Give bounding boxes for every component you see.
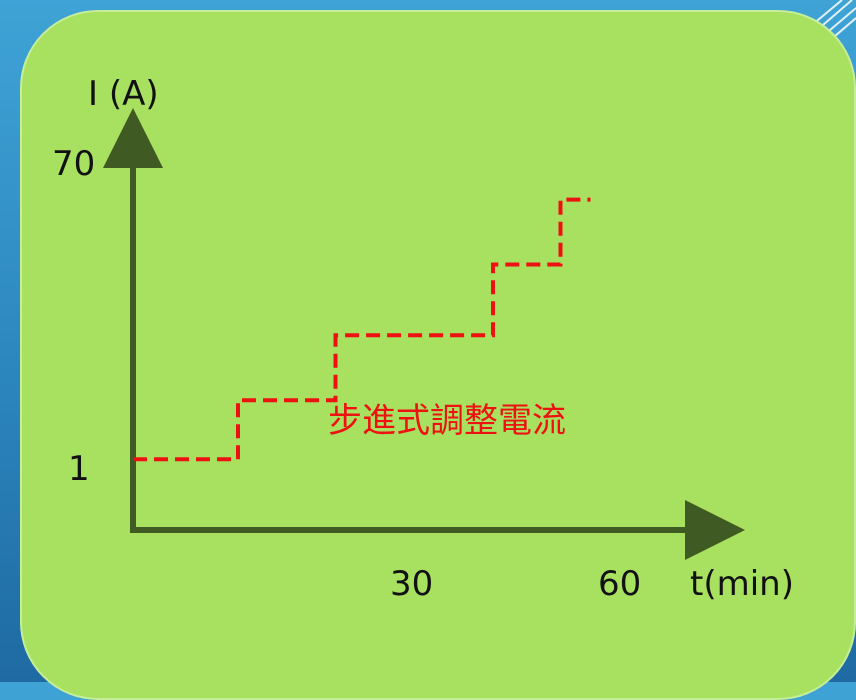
- x-tick-label-60: 60: [598, 564, 641, 604]
- series-layer: [133, 197, 591, 462]
- y-tick-label-min: 1: [68, 449, 90, 489]
- x-tick-label-30: 30: [390, 564, 433, 604]
- y-axis-label: I (A): [88, 74, 159, 114]
- x-axis-label: t(min): [690, 564, 794, 604]
- series-step-line-0: [133, 197, 591, 462]
- step-current-chart: I (A) 70 1 30 60 t(min) 步進式調整電流: [52, 74, 794, 604]
- y-tick-label-max: 70: [52, 144, 95, 184]
- step-current-annotation: 步進式調整電流: [328, 401, 566, 441]
